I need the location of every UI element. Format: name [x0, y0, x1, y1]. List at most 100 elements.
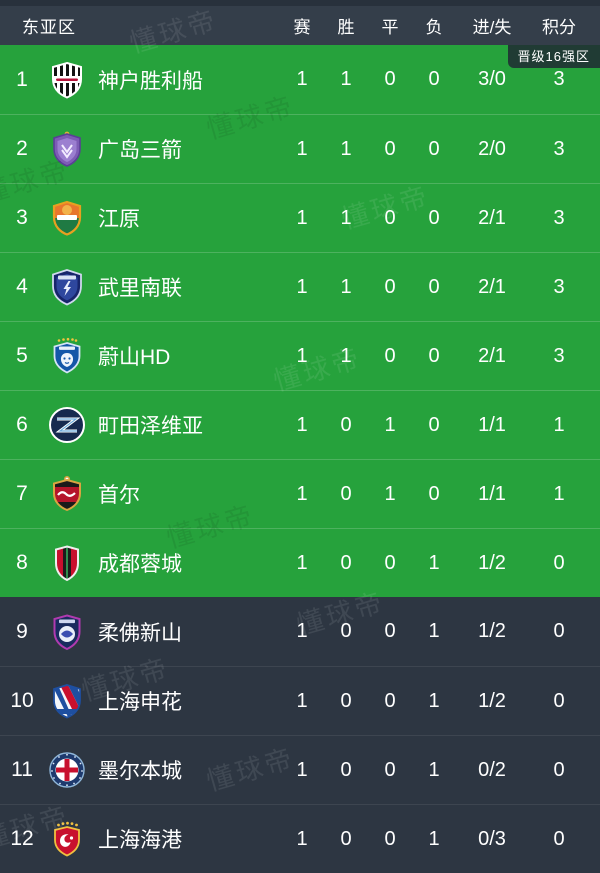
team-name: 墨尔本城	[98, 760, 182, 783]
stat-win: 1	[340, 275, 352, 298]
table-row[interactable]: 9 柔佛新山 1 0 0 1 1/2 0	[0, 597, 600, 666]
table-row[interactable]: 1 神户胜利船 1 1 0 0 3/0 3	[0, 45, 600, 114]
team-name: 武里南联	[98, 277, 182, 300]
rank: 11	[11, 758, 33, 781]
column-goals: 进/失	[472, 18, 512, 37]
rank: 10	[10, 689, 34, 712]
stat-played: 1	[296, 551, 308, 574]
team-logo-shanghai-port-icon	[44, 819, 90, 859]
stat-played: 1	[296, 620, 308, 642]
stat-goals: 1/2	[478, 551, 506, 574]
table-row[interactable]: 5 蔚山HD 1 1 0 0 2/1 3	[0, 321, 600, 390]
stat-draw: 0	[384, 758, 396, 781]
stat-points: 3	[553, 206, 565, 229]
table-row[interactable]: 6 町田泽维亚 1 0 1 0 1/1 1	[0, 390, 600, 459]
stat-win: 0	[340, 620, 352, 642]
stat-goals: 0/3	[478, 827, 506, 850]
team-name: 上海海港	[98, 829, 182, 852]
stat-goals: 2/0	[478, 137, 506, 160]
stat-goals: 0/2	[478, 758, 506, 781]
team-name: 上海申花	[98, 691, 182, 714]
column-played: 赛	[293, 18, 311, 37]
stat-points: 3	[553, 275, 565, 298]
stat-loss: 0	[428, 206, 440, 229]
stat-loss: 1	[428, 620, 440, 642]
team-logo-ulsan-icon	[44, 336, 90, 376]
team-name: 广岛三箭	[98, 139, 182, 162]
stat-played: 1	[296, 758, 308, 781]
team-name: 柔佛新山	[98, 621, 182, 645]
stat-draw: 0	[384, 137, 396, 160]
stat-loss: 1	[428, 827, 440, 850]
stat-win: 1	[340, 344, 352, 367]
rank: 2	[16, 137, 28, 160]
stat-loss: 0	[428, 275, 440, 298]
column-draw: 平	[381, 18, 399, 37]
stat-loss: 1	[428, 758, 440, 781]
team-name: 首尔	[98, 484, 140, 507]
team-logo-buriram-icon	[44, 267, 90, 307]
table-row[interactable]: 11 墨尔本城 1 0 0 1 0/2 0	[0, 735, 600, 804]
stat-win: 1	[340, 68, 352, 90]
team-logo-vissel-kobe-icon	[44, 60, 90, 100]
table-row[interactable]: 8 成都蓉城 1 0 0 1 1/2 0	[0, 528, 600, 597]
stat-loss: 0	[428, 413, 440, 436]
team-logo-melbourne-city-icon	[44, 750, 90, 790]
rank: 1	[16, 67, 28, 91]
table-row[interactable]: 3 江原 1 1 0 0 2/1 3	[0, 183, 600, 252]
rank: 7	[16, 482, 28, 505]
team-name: 蔚山HD	[98, 346, 171, 369]
rank: 9	[16, 619, 28, 643]
stat-goals: 1/1	[478, 413, 506, 436]
team-logo-shenhua-icon	[44, 681, 90, 721]
table-row[interactable]: 12 上海海港 1 0 0 1 0/3 0	[0, 804, 600, 873]
stat-goals: 1/1	[478, 482, 506, 505]
top-divider-strip	[0, 0, 600, 6]
stat-loss: 1	[428, 689, 440, 712]
stat-played: 1	[296, 827, 308, 850]
team-name: 成都蓉城	[98, 553, 182, 576]
stat-played: 1	[296, 344, 308, 367]
stat-draw: 0	[384, 68, 396, 90]
stat-loss: 0	[428, 137, 440, 160]
table-row[interactable]: 4 武里南联 1 1 0 0 2/1 3	[0, 252, 600, 321]
stat-points: 3	[553, 137, 565, 160]
rank: 5	[16, 344, 28, 367]
stat-points: 1	[553, 482, 565, 505]
team-logo-chengdu-rongcheng-icon	[44, 543, 90, 583]
table-row[interactable]: 10 上海申花 1 0 0 1 1/2 0	[0, 666, 600, 735]
stat-loss: 0	[428, 482, 440, 505]
stat-draw: 0	[384, 689, 396, 712]
table-row[interactable]: 7 首尔 1 0 1 0 1/1 1	[0, 459, 600, 528]
stat-points: 1	[553, 413, 565, 436]
stat-draw: 0	[384, 344, 396, 367]
stat-loss: 0	[428, 68, 440, 90]
stat-played: 1	[296, 275, 308, 298]
stat-points: 3	[553, 68, 565, 90]
stat-win: 0	[340, 827, 352, 850]
team-name: 町田泽维亚	[98, 415, 203, 438]
stat-points: 3	[553, 344, 565, 367]
stat-played: 1	[296, 137, 308, 160]
team-logo-seoul-icon	[44, 474, 90, 514]
qualify-zone-badge: 晋级16强区	[507, 45, 600, 68]
table-row[interactable]: 2 广岛三箭 1 1 0 0 2/0 3	[0, 114, 600, 183]
zone-title: 东亚区	[22, 18, 76, 37]
team-logo-hiroshima-icon	[44, 129, 90, 169]
stat-points: 0	[553, 827, 565, 850]
table-header: 东亚区 赛 胜 平 负 进/失 积分	[0, 6, 600, 45]
rank: 6	[16, 413, 28, 436]
rank: 4	[16, 275, 28, 298]
column-win: 胜	[337, 18, 355, 37]
rank: 8	[16, 551, 28, 574]
stat-goals: 1/2	[478, 620, 506, 642]
stat-draw: 0	[384, 551, 396, 574]
stat-played: 1	[296, 413, 308, 436]
stat-draw: 0	[384, 206, 396, 229]
team-name: 江原	[98, 208, 140, 231]
stat-goals: 2/1	[478, 206, 506, 229]
stat-loss: 1	[428, 551, 440, 574]
column-points: 积分	[542, 18, 576, 37]
stat-points: 0	[553, 758, 565, 781]
